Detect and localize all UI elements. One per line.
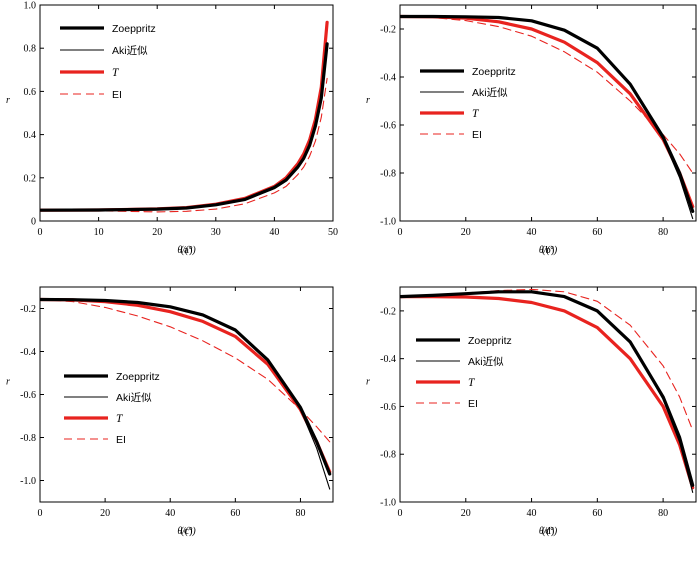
panel-caption: (c): [180, 525, 193, 537]
y-tick-label: -1.0: [380, 217, 396, 228]
legend-label: Zoeppritz: [468, 335, 512, 347]
y-tick-label: 0.4: [24, 130, 37, 141]
x-tick-label: 20: [461, 227, 471, 238]
x-tick-label: 20: [461, 508, 471, 519]
y-tick-label: -0.6: [20, 390, 36, 401]
series-line-ei: [40, 77, 328, 213]
legend-label: Aki近似: [112, 44, 148, 57]
x-tick-label: 60: [592, 227, 602, 238]
y-tick-label: -0.2: [380, 25, 396, 36]
y-tick-label: -0.6: [380, 121, 396, 132]
y-tick-label: -0.8: [380, 169, 396, 180]
series-line-ei: [400, 288, 694, 431]
y-tick-label: -0.2: [380, 306, 396, 317]
y-tick-label: -0.4: [20, 347, 36, 358]
y-tick-label: -0.6: [380, 402, 396, 413]
y-tick-label: 0.6: [24, 87, 37, 98]
y-axis-label: r: [6, 377, 10, 388]
x-axis-label: θ/(°): [539, 245, 558, 256]
series-line-t: [400, 295, 695, 490]
x-tick-label: 20: [152, 227, 162, 238]
series-line-zoeppritz: [40, 297, 332, 476]
plot-frame: [399, 4, 697, 222]
series-line-ei: [400, 15, 694, 174]
y-tick-label: -1.0: [380, 498, 396, 509]
panel-caption: (a): [180, 244, 193, 256]
legend-label: T: [468, 377, 476, 389]
x-tick-label: 40: [527, 508, 537, 519]
x-tick-label: 60: [230, 508, 240, 519]
legend-label: T: [112, 67, 120, 79]
x-tick-label: 20: [100, 508, 110, 519]
legend-label: EI: [472, 129, 482, 141]
y-axis-label: r: [366, 377, 370, 388]
y-tick-label: -0.2: [20, 304, 36, 315]
legend-label: EI: [468, 398, 478, 410]
x-tick-label: 0: [398, 508, 403, 519]
y-tick-label: 0.2: [24, 173, 37, 184]
x-tick-label: 80: [295, 508, 305, 519]
panel-caption: (b): [542, 244, 555, 256]
y-tick-label: -0.8: [380, 450, 396, 461]
x-tick-label: 40: [165, 508, 175, 519]
legend-label: Aki近似: [116, 391, 152, 404]
x-tick-label: 60: [592, 508, 602, 519]
x-tick-label: 0: [38, 227, 43, 238]
series-line-zoeppritz: [400, 290, 695, 487]
x-tick-label: 10: [94, 227, 104, 238]
legend-label: EI: [116, 434, 126, 446]
series-line-aki: [400, 291, 694, 493]
x-tick-label: 40: [269, 227, 279, 238]
legend-label: T: [472, 108, 480, 120]
x-tick-label: 80: [658, 508, 668, 519]
x-tick-label: 80: [658, 227, 668, 238]
x-tick-label: 0: [38, 508, 43, 519]
legend-label: Zoeppritz: [116, 371, 160, 383]
legend-label: EI: [112, 89, 122, 101]
panel-a: 0 10 20 30 40 50 0 0.2 0.4 0.6 0.8 1.0 θ/(°) r (a) Zoep…: [6, 1, 338, 257]
x-tick-label: 0: [398, 227, 403, 238]
x-tick-label: 40: [527, 227, 537, 238]
series-line-aki: [40, 298, 331, 490]
legend-label: T: [116, 413, 124, 425]
legend-label: Aki近似: [472, 86, 508, 99]
series-line-aki: [400, 15, 694, 220]
legend-label: Zoeppritz: [112, 23, 156, 35]
panel-d: 0 20 40 60 80 -1.0 -0.8 -0.6 -0.4 -0.2 θ/(°) r (d) Zo…: [366, 286, 697, 537]
plot-frame: [39, 4, 334, 222]
series-line-ei: [40, 298, 331, 443]
x-axis-label: θ/(°): [177, 245, 196, 256]
x-tick-label: 30: [211, 227, 221, 238]
y-tick-label: -0.8: [20, 433, 36, 444]
x-tick-label: 50: [328, 227, 338, 238]
panel-c: 0 20 40 60 80 -1.0 -0.8 -0.6 -0.4 -0.2 θ/(°) r (c) Zo…: [6, 286, 334, 537]
y-tick-label: -1.0: [20, 476, 36, 487]
panel-caption: (d): [542, 525, 555, 537]
series-line-aki: [40, 45, 328, 211]
y-tick-label: 0.8: [24, 44, 37, 55]
y-tick-label: -0.4: [380, 73, 396, 84]
series-line-zoeppritz: [40, 42, 329, 212]
legend-label: Aki近似: [468, 355, 504, 368]
panel-b: 0 20 40 60 80 -1.0 -0.8 -0.6 -0.4 -0.2 θ/(°) r (b) Zo…: [366, 4, 697, 256]
x-axis-label: θ/(°): [539, 526, 558, 537]
y-axis-label: r: [6, 95, 10, 106]
y-tick-label: -0.4: [380, 354, 396, 365]
plot-frame: [399, 286, 697, 503]
y-tick-label: 1.0: [24, 1, 37, 12]
y-axis-label: r: [366, 95, 370, 106]
y-tick-label: 0: [31, 217, 36, 228]
legend-label: Zoeppritz: [472, 66, 516, 78]
x-axis-label: θ/(°): [177, 526, 196, 537]
